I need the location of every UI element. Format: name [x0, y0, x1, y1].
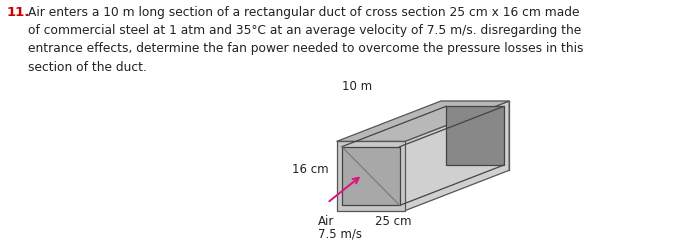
Text: 25 cm: 25 cm	[375, 214, 412, 228]
Polygon shape	[342, 147, 400, 205]
Text: Air enters a 10 m long section of a rectangular duct of cross section 25 cm x 16: Air enters a 10 m long section of a rect…	[29, 6, 580, 19]
Text: 7.5 m/s: 7.5 m/s	[318, 227, 362, 240]
Polygon shape	[337, 101, 509, 141]
Text: 10 m: 10 m	[342, 80, 372, 93]
Polygon shape	[337, 141, 405, 211]
Text: section of the duct.: section of the duct.	[29, 60, 147, 74]
Polygon shape	[405, 101, 509, 211]
Polygon shape	[446, 106, 504, 165]
Text: Air: Air	[318, 214, 334, 228]
Text: entrance effects, determine the fan power needed to overcome the pressure losses: entrance effects, determine the fan powe…	[29, 42, 584, 55]
Text: of commercial steel at 1 atm and 35°C at an average velocity of 7.5 m/s. disrega: of commercial steel at 1 atm and 35°C at…	[29, 24, 582, 37]
Text: 16 cm: 16 cm	[293, 163, 329, 176]
Text: 11.: 11.	[6, 6, 30, 19]
